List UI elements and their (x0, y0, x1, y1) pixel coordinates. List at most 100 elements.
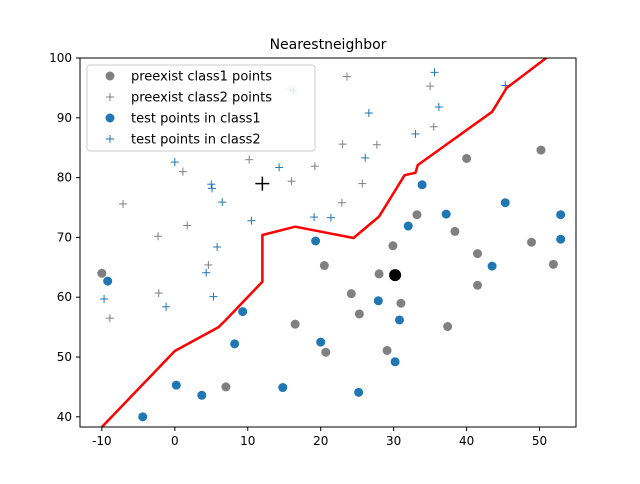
x-tick-label: -10 (92, 434, 112, 448)
series-3-point-5 (230, 339, 240, 349)
series-3-point-12 (390, 357, 400, 367)
legend-marker-plus (106, 135, 114, 143)
decision-boundary-line (100, 58, 549, 427)
y-tick-label: 100 (49, 51, 72, 65)
series-1-point-19 (536, 145, 546, 155)
series-3-point-15 (417, 180, 427, 190)
series-4-point-16 (364, 109, 373, 118)
series-2-point-16 (358, 179, 367, 188)
query-point-2 (389, 269, 402, 282)
series-3-point-10 (354, 387, 364, 397)
y-tick-label: 40 (57, 410, 72, 424)
series-1-point-18 (527, 237, 537, 247)
series-3-point-9 (316, 337, 326, 347)
series-2-point-8 (204, 260, 213, 269)
series-4-point-2 (162, 302, 171, 311)
series-4-point-9 (218, 198, 227, 207)
series-3-point-4 (197, 390, 207, 400)
series-3-point-6 (238, 307, 248, 317)
series-3-point-16 (441, 209, 451, 219)
series-3-point-7 (278, 383, 288, 393)
series-2-point-3 (119, 199, 128, 208)
series-4-point-4 (207, 180, 216, 189)
series-4-point-14 (326, 213, 335, 222)
series-2-point-4 (154, 232, 163, 241)
series-1-point-9 (382, 345, 392, 355)
series-2-point-19 (429, 122, 438, 131)
series-1-point-15 (462, 153, 472, 163)
series-4-point-15 (361, 153, 370, 162)
series-4-point-17 (411, 129, 420, 138)
series-3-point-8 (311, 236, 321, 246)
series-1-point-3 (290, 319, 300, 329)
y-tick-label: 50 (57, 350, 72, 364)
series-4-point-13 (310, 213, 319, 222)
series-1-point-4 (319, 261, 329, 271)
series-2-point-15 (342, 72, 351, 81)
legend-box (86, 64, 316, 152)
chart-title: Nearestneighbor (270, 37, 387, 53)
legend-item-1: preexist class1 points (105, 70, 272, 85)
series-1-point-1 (97, 268, 107, 278)
series-3-point-3 (171, 380, 181, 390)
x-tick-label: 10 (240, 434, 255, 448)
series-4-point-10 (247, 216, 256, 225)
series-1-point-8 (374, 269, 384, 279)
series-1-point-10 (388, 241, 398, 251)
series-1-point-16 (473, 249, 483, 259)
series-4-point-5 (208, 184, 217, 193)
legend: preexist class1 points preexist class2 po… (86, 64, 316, 152)
series-1-point-17 (473, 280, 483, 290)
series-3-point-2 (138, 412, 148, 422)
series-4-point-18 (430, 68, 439, 77)
series-3-point-1 (103, 276, 113, 286)
legend-item-2: preexist class2 points (106, 91, 272, 106)
series-1-point-13 (443, 322, 453, 332)
legend-marker-circle (105, 113, 115, 123)
legend-marker-plus (106, 93, 114, 101)
legend-item-4: test points in class2 (106, 133, 261, 148)
series-2-point-2 (105, 314, 114, 323)
x-tick-label: 0 (171, 434, 179, 448)
legend-label: preexist class1 points (131, 70, 272, 85)
x-tick-label: 50 (532, 434, 547, 448)
series-2-point-1 (97, 268, 106, 277)
legend-marker-circle (105, 71, 115, 81)
y-tick-label: 80 (57, 171, 72, 185)
series-1-point-11 (396, 298, 406, 308)
legend-item-3: test points in class1 (105, 112, 261, 127)
y-tick-label: 60 (57, 290, 72, 304)
series-1-point-12 (412, 210, 422, 220)
series-2-point-6 (178, 167, 187, 176)
series-3-point-17 (487, 261, 497, 271)
series-2-point-17 (372, 140, 381, 149)
series-2-point-12 (310, 162, 319, 171)
series-1-point-20 (548, 259, 558, 269)
series-2-point-11 (287, 177, 296, 186)
series-3-point-14 (403, 221, 413, 231)
x-tick-label: 30 (386, 434, 401, 448)
series-4-point-11 (275, 163, 284, 172)
series-1-point-5 (321, 347, 331, 357)
x-tick-label: 40 (459, 434, 474, 448)
series-4-point-19 (434, 103, 443, 112)
series-3-point-13 (394, 315, 404, 325)
series-4-point-8 (202, 268, 211, 277)
y-tick-label: 70 (57, 230, 72, 244)
y-tick-label: 90 (57, 111, 72, 125)
series-4-point-1 (100, 295, 109, 304)
series-2-point-13 (337, 198, 346, 207)
series-2-point-5 (154, 289, 163, 298)
series-2-point-9 (245, 155, 254, 164)
series-2-point-7 (183, 221, 192, 230)
series-3-point-11 (373, 296, 383, 306)
series-3-point-18 (500, 198, 510, 208)
series-4-point-7 (213, 242, 222, 251)
series-4-point-3 (170, 158, 179, 167)
legend-label: test points in class1 (131, 112, 261, 127)
series-1-point-2 (221, 382, 231, 392)
series-2-point-18 (426, 82, 435, 91)
x-tick-label: 20 (313, 434, 328, 448)
